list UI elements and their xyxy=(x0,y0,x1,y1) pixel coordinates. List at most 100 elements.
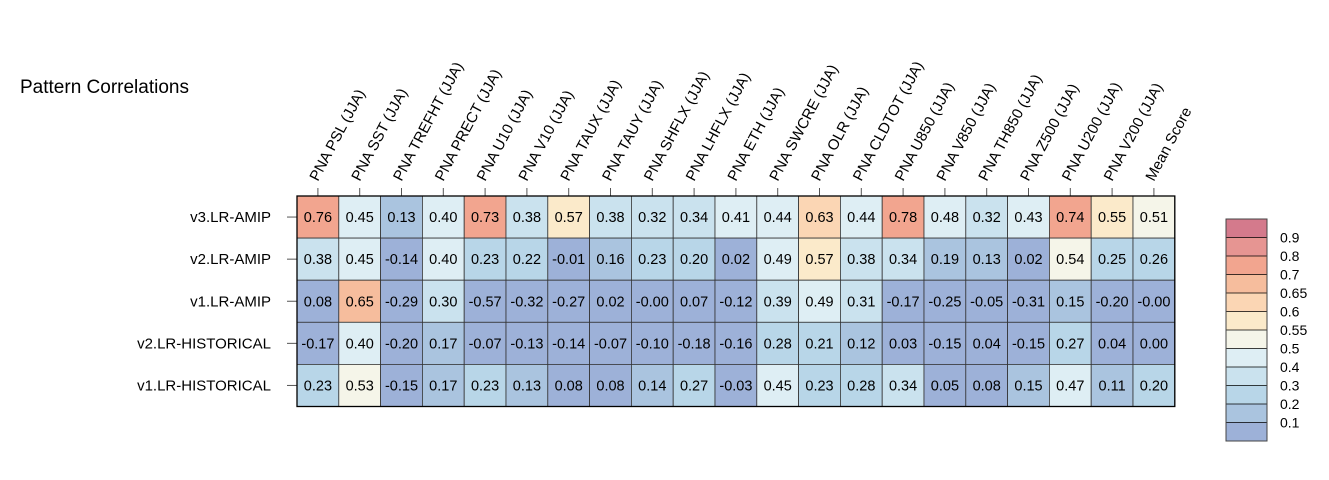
heatmap-cell xyxy=(380,321,423,365)
cell-value-label: -0.20 xyxy=(1096,294,1129,310)
heatmap-cell xyxy=(965,237,1008,281)
cell-value-label: 0.04 xyxy=(973,336,1001,352)
heatmap-cell xyxy=(881,279,925,323)
cell-value-label: 0.45 xyxy=(764,378,792,394)
heatmap-cell xyxy=(1132,363,1176,407)
cell-value-label: 0.63 xyxy=(805,210,833,226)
row-label: v2.LR-HISTORICAL xyxy=(137,335,271,352)
cell-value-label: 0.45 xyxy=(346,210,374,226)
cell-value-label: 0.15 xyxy=(1014,378,1042,394)
cell-value-label: 0.27 xyxy=(1056,336,1084,352)
colorbar-swatch xyxy=(1226,348,1267,367)
cell-value-label: 0.26 xyxy=(1140,252,1168,268)
heatmap-cell xyxy=(1132,237,1176,281)
heatmap-cell xyxy=(840,237,883,281)
cell-value-label: 0.00 xyxy=(1140,336,1168,352)
cell-value-label: -0.31 xyxy=(1012,294,1045,310)
heatmap-cell xyxy=(965,279,1008,323)
cell-value-label: -0.13 xyxy=(510,336,543,352)
cell-value-label: -0.15 xyxy=(928,336,961,352)
column-labels: PNA PSL (JJA)PNA SST (JJA)PNA TREFHT (JJ… xyxy=(306,59,1195,196)
cell-value-label: 0.07 xyxy=(680,294,708,310)
cell-value-label: 0.57 xyxy=(555,210,583,226)
cell-value-label: -0.25 xyxy=(928,294,961,310)
cell-value-label: 0.65 xyxy=(346,294,374,310)
cell-value-label: 0.13 xyxy=(513,378,541,394)
cell-value-label: -0.15 xyxy=(385,378,418,394)
cell-value-label: -0.14 xyxy=(552,336,585,352)
cell-value-label: 0.08 xyxy=(596,378,624,394)
colorbar-tick-label: 0.6 xyxy=(1280,304,1300,320)
cell-value-label: 0.20 xyxy=(1140,378,1168,394)
cell-value-label: 0.49 xyxy=(805,294,833,310)
cell-value-label: 0.04 xyxy=(1098,336,1126,352)
heatmap-frame xyxy=(296,195,1176,408)
heatmap-cell xyxy=(631,237,674,281)
cell-value-label: 0.38 xyxy=(513,210,541,226)
cell-value-label: 0.23 xyxy=(304,378,332,394)
cell-value-label: 0.44 xyxy=(764,210,792,226)
cell-value-label: -0.27 xyxy=(552,294,585,310)
cell-value-label: 0.27 xyxy=(680,378,708,394)
colorbar-swatch xyxy=(1226,293,1267,312)
heatmap-cell xyxy=(589,237,632,281)
heatmap-cell xyxy=(672,237,716,281)
cell-value-label: -0.20 xyxy=(385,336,418,352)
cell-value-label: -0.17 xyxy=(301,336,334,352)
cell-value-label: 0.12 xyxy=(847,336,875,352)
cell-value-label: 0.13 xyxy=(387,210,415,226)
cell-value-label: 0.51 xyxy=(1140,210,1168,226)
cell-value-label: 0.49 xyxy=(764,252,792,268)
heatmap-cell xyxy=(505,195,549,239)
cell-value-label: 0.74 xyxy=(1056,210,1084,226)
colorbar-swatch xyxy=(1226,219,1267,238)
heatmap-cell xyxy=(714,195,758,239)
cell-value-label: 0.44 xyxy=(847,210,875,226)
cell-value-label: 0.43 xyxy=(1014,210,1042,226)
cell-value-label: 0.47 xyxy=(1056,378,1084,394)
heatmap-cell xyxy=(1090,363,1134,407)
row-label: v2.LR-AMIP xyxy=(190,251,271,268)
heatmap-cells: 0.76 0.45 0.13 0.40 0.73 0.38 0.57 0.38 0.32 0.34… xyxy=(296,195,1176,408)
heatmap-cell xyxy=(547,321,590,365)
heatmap-cell xyxy=(589,321,632,365)
cell-value-label: -0.00 xyxy=(1137,294,1170,310)
cell-value-label: 0.05 xyxy=(931,378,959,394)
heatmap-cell xyxy=(881,363,925,407)
cell-value-label: 0.45 xyxy=(346,252,374,268)
cell-value-label: -0.12 xyxy=(719,294,752,310)
heatmap-cell xyxy=(296,195,340,239)
cell-value-label: -0.32 xyxy=(510,294,543,310)
heatmap-cell xyxy=(798,321,841,365)
heatmap-cell xyxy=(923,363,967,407)
row-labels: v3.LR-AMIP v2.LR-AMIP v1.LR-AMIP v2.LR-HIST… xyxy=(137,209,297,394)
chart-title: Pattern Correlations xyxy=(20,77,189,98)
cell-value-label: 0.40 xyxy=(429,210,457,226)
cell-value-label: -0.16 xyxy=(719,336,752,352)
heatmap-cell xyxy=(1007,195,1050,239)
heatmap-cell xyxy=(296,279,340,323)
cell-value-label: 0.23 xyxy=(471,378,499,394)
cell-value-label: -0.18 xyxy=(678,336,711,352)
cell-value-label: 0.34 xyxy=(889,378,917,394)
heatmap-cell xyxy=(338,279,381,323)
cell-value-label: 0.19 xyxy=(931,252,959,268)
cell-value-label: -0.14 xyxy=(385,252,418,268)
colorbar-legend: 0.9 0.8 0.7 0.65 0.6 0.55 0.5 0.4 0.3 0.2 0.1 xyxy=(1225,218,1307,442)
cell-value-label: 0.38 xyxy=(304,252,332,268)
colorbar-tick-label: 0.65 xyxy=(1280,285,1307,301)
cell-value-label: 0.40 xyxy=(346,336,374,352)
heatmap-cell xyxy=(1007,279,1050,323)
heatmap-cell xyxy=(672,363,716,407)
cell-value-label: 0.17 xyxy=(429,378,457,394)
cell-value-label: 0.55 xyxy=(1098,210,1126,226)
heatmap-cell xyxy=(965,321,1008,365)
heatmap-cell xyxy=(1049,237,1092,281)
colorbar-swatch xyxy=(1226,256,1267,275)
heatmap-cell xyxy=(1132,195,1176,239)
heatmap-cell xyxy=(756,363,799,407)
cell-value-label: 0.28 xyxy=(847,378,875,394)
colorbar-tick-label: 0.8 xyxy=(1280,248,1300,264)
heatmap-cell xyxy=(463,195,507,239)
